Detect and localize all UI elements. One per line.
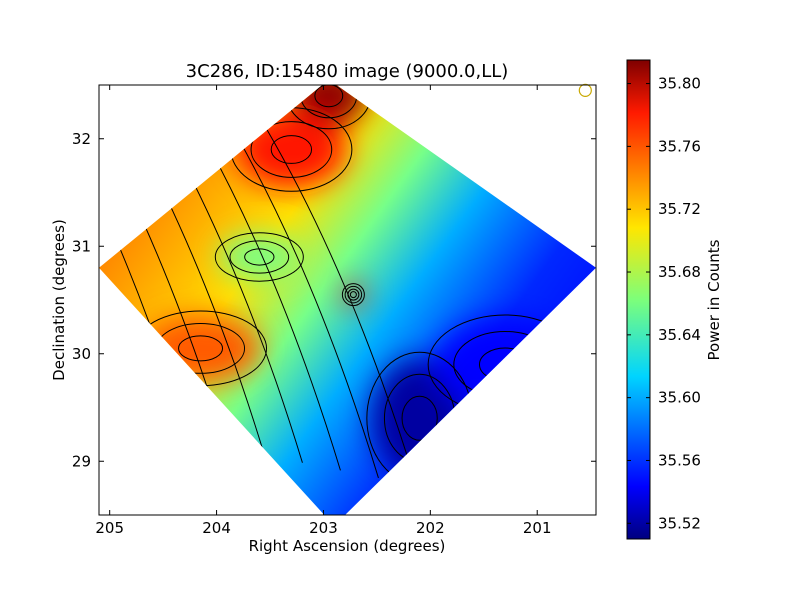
x-axis-label: Right Ascension (degrees) <box>249 537 446 555</box>
colorbar-ticks: 35.52 35.56 35.60 35.64 35.68 35.72 35.76 35.80 <box>627 75 701 532</box>
contour-green-blob-2 <box>229 240 290 274</box>
x-tick-label: 204 <box>202 519 231 537</box>
x-tick-label: 202 <box>416 519 445 537</box>
colorbar-tick-label: 35.76 <box>658 137 701 155</box>
x-tick-label: 201 <box>523 519 552 537</box>
colorbar-label: Power in Counts <box>705 239 723 360</box>
plot-frame <box>98 84 597 516</box>
contour-green-blob-3 <box>214 232 304 282</box>
colorbar-tick-label: 35.72 <box>658 200 701 218</box>
x-tick-label: 205 <box>95 519 124 537</box>
colorbar-tick-label: 35.64 <box>658 326 701 344</box>
feature-maximum <box>290 85 367 126</box>
colorbar-tick-label: 35.60 <box>658 389 701 407</box>
feature-high-west-lobe <box>140 314 261 383</box>
y-tick-label: 31 <box>72 237 91 255</box>
chart-title: 3C286, ID:15480 image (9000.0,LL) <box>186 61 509 82</box>
feature-high-north-lobe <box>236 111 347 188</box>
x-tick-label: 203 <box>309 519 338 537</box>
y-tick-label: 29 <box>72 452 91 470</box>
y-axis-label: Declination (degrees) <box>50 219 68 381</box>
y-axis: 29 30 31 32 <box>72 130 596 470</box>
contour-band-9 <box>246 95 417 486</box>
colorbar-tick-label: 35.68 <box>658 263 701 281</box>
y-tick-label: 30 <box>72 345 91 363</box>
feature-green-blob <box>219 235 300 279</box>
feature-low-east-region <box>435 319 576 410</box>
contour-high-north-lobe-2 <box>250 121 333 178</box>
contour-high-west-lobe-1 <box>178 335 224 362</box>
beam-marker <box>578 83 592 97</box>
contour-minimum-1 <box>401 395 438 441</box>
colorbar: 35.52 35.56 35.60 35.64 35.68 35.72 35.76 35.80… <box>626 59 723 540</box>
colorbar-gradient <box>626 59 651 540</box>
colorbar-tick-label: 35.80 <box>658 75 701 93</box>
contour-maximum-1 <box>314 85 344 108</box>
contour-compact-source-4 <box>341 283 365 307</box>
x-axis: 205 204 203 202 201 <box>95 85 552 537</box>
contour-high-north-lobe-1 <box>270 135 313 164</box>
contour-compact-source-1 <box>349 291 357 299</box>
feature-compact-source <box>343 284 364 305</box>
y-tick-label: 32 <box>72 130 91 148</box>
contour-compact-source-3 <box>344 285 363 304</box>
colorbar-tick-label: 35.52 <box>658 514 701 532</box>
colorbar-tick-label: 35.56 <box>658 451 701 469</box>
